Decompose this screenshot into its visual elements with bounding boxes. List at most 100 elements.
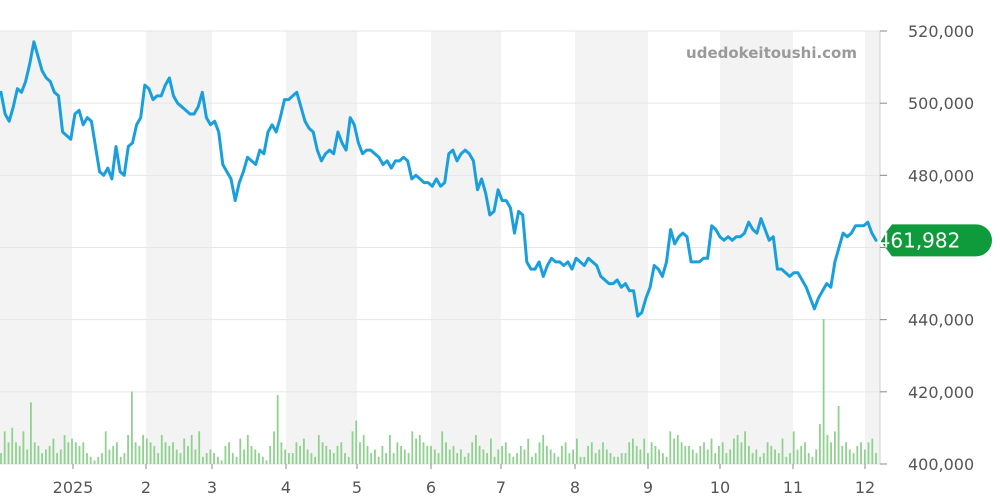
y-tick-label: 420,000 (908, 383, 974, 402)
volume-bar (104, 431, 107, 464)
volume-bar (246, 435, 249, 464)
volume-bar (89, 456, 92, 465)
volume-bar (755, 449, 758, 464)
volume-bar (164, 442, 167, 465)
volume-bar (605, 449, 608, 464)
volume-bar (804, 442, 806, 465)
volume-bar (486, 453, 488, 464)
volume-bar (86, 453, 88, 464)
volume-bar (48, 445, 51, 464)
volume-bar (336, 445, 339, 464)
volume-bar (310, 453, 313, 464)
volume-bar (355, 420, 358, 464)
volume-bar (26, 449, 29, 464)
volume-bar (205, 453, 208, 464)
volume-bars (0, 319, 877, 465)
volume-bar (377, 456, 380, 465)
volume-bar (617, 456, 619, 465)
volume-bar (179, 453, 182, 464)
volume-bar (396, 442, 399, 465)
volume-bar (97, 456, 100, 465)
volume-bar (224, 445, 227, 464)
volume-bar (220, 460, 223, 464)
volume-bar (411, 431, 414, 464)
volume-bar (680, 442, 683, 465)
volume-bar (519, 445, 522, 464)
volume-bar (288, 453, 290, 464)
volume-bar (770, 445, 773, 464)
volume-bar (448, 449, 451, 464)
volume-bar (733, 438, 735, 464)
volume-bar (202, 456, 204, 465)
x-tick-label: 6 (426, 478, 436, 497)
volume-bar (407, 453, 410, 464)
volume-bar (647, 453, 649, 464)
volume-bar (74, 442, 77, 465)
volume-bar (30, 402, 32, 464)
volume-bar (852, 453, 855, 464)
volume-bar (673, 438, 675, 464)
volume-bar (314, 456, 316, 465)
volume-bar (254, 449, 257, 464)
volume-bar (504, 442, 507, 465)
volume-bar (807, 453, 810, 464)
last-value-label: 461,982 (878, 228, 961, 252)
volume-bar (239, 438, 242, 464)
volume-bar (635, 445, 638, 464)
volume-bar (78, 445, 81, 464)
x-tick-label: 2 (141, 478, 151, 497)
volume-bar (590, 442, 593, 465)
volume-bar (848, 449, 851, 464)
volume-bar (426, 445, 429, 464)
volume-bar (710, 438, 713, 464)
volume-bar (699, 445, 702, 464)
y-tick-label: 440,000 (908, 311, 974, 330)
volume-bar (134, 442, 137, 465)
volume-bar (119, 456, 122, 465)
volume-bar (478, 445, 481, 464)
volume-bar (766, 442, 769, 465)
volume-bar (650, 442, 653, 465)
volume-bar (624, 453, 627, 464)
volume-bar (441, 431, 444, 464)
volume-bar (71, 438, 73, 464)
volume-bar (822, 319, 825, 464)
volume-bar (643, 438, 646, 464)
volume-bar (280, 442, 283, 465)
volume-bar (762, 453, 765, 464)
volume-bar (52, 438, 55, 464)
volume-bar (198, 431, 201, 464)
volume-bar (691, 449, 694, 464)
volume-bar (662, 453, 664, 464)
x-tick-label: 11 (783, 478, 803, 497)
volume-bar (250, 445, 253, 464)
volume-bar (665, 456, 668, 465)
volume-bar (736, 435, 739, 464)
volume-bar (845, 442, 847, 465)
volume-bar (744, 431, 746, 464)
volume-bar (18, 445, 21, 464)
volume-bar (669, 431, 672, 464)
volume-bar (867, 442, 870, 465)
volume-bar (538, 442, 541, 465)
volume-bar (175, 449, 178, 464)
volume-bar (351, 431, 354, 464)
x-tick-label: 5 (352, 478, 362, 497)
volume-bar (37, 445, 40, 464)
volume-bar (145, 438, 148, 464)
volume-bar (112, 445, 115, 464)
volume-bar (138, 445, 141, 464)
last-value-badge-shape (880, 224, 992, 257)
volume-bar (792, 431, 795, 464)
volume-bar (131, 391, 133, 464)
volume-bar (325, 445, 328, 464)
volume-bar (359, 442, 361, 465)
volume-bar (482, 449, 485, 464)
volume-bar (546, 445, 548, 464)
volume-bar (748, 445, 750, 464)
volume-bar (347, 456, 350, 465)
volume-bar (654, 445, 657, 464)
volume-bar (695, 453, 698, 464)
x-tick-label: 10 (710, 478, 730, 497)
volume-bar (0, 453, 2, 464)
